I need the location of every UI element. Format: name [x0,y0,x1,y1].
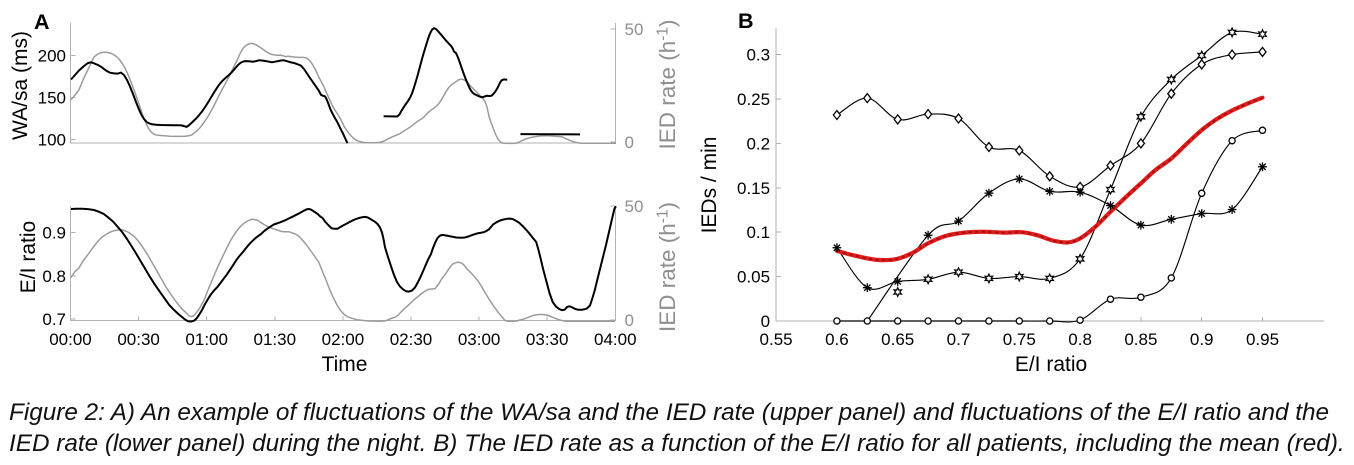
svg-text:0.3: 0.3 [746,46,770,65]
svg-text:Time: Time [322,353,368,376]
svg-text:04:00: 04:00 [594,330,637,349]
svg-text:0.9: 0.9 [1190,330,1214,349]
svg-text:0.15: 0.15 [737,179,770,198]
svg-text:IEDs / min: IEDs / min [698,137,721,234]
svg-text:01:30: 01:30 [254,330,297,349]
svg-text:0.2: 0.2 [746,134,770,153]
svg-text:0.9: 0.9 [42,224,66,243]
svg-text:0.05: 0.05 [737,268,770,287]
svg-text:0.65: 0.65 [881,330,914,349]
svg-text:0.25: 0.25 [737,90,770,109]
svg-text:00:30: 00:30 [117,330,160,349]
svg-text:00:00: 00:00 [49,330,92,349]
svg-text:03:30: 03:30 [526,330,569,349]
svg-text:50: 50 [625,197,644,216]
svg-text:0: 0 [761,312,770,331]
svg-text:50: 50 [625,20,644,39]
svg-text:100: 100 [38,131,66,150]
svg-text:A: A [34,10,50,34]
svg-text:200: 200 [38,47,66,66]
svg-text:WA/sa (ms): WA/sa (ms) [9,31,32,140]
svg-text:IED rate (h-1): IED rate (h-1) [655,19,681,149]
svg-text:0: 0 [625,311,634,330]
svg-text:0.85: 0.85 [1124,330,1157,349]
svg-text:150: 150 [38,89,66,108]
svg-text:B: B [738,9,754,33]
svg-text:02:30: 02:30 [390,330,433,349]
svg-text:0.55: 0.55 [760,330,793,349]
svg-text:01:00: 01:00 [185,330,228,349]
svg-text:02:00: 02:00 [322,330,365,349]
svg-text:0.75: 0.75 [1003,330,1036,349]
svg-text:0: 0 [625,133,634,152]
svg-text:0.7: 0.7 [42,310,66,329]
svg-text:E/I ratio: E/I ratio [17,221,40,293]
svg-text:IED rate (h-1): IED rate (h-1) [655,202,681,332]
svg-text:E/I ratio: E/I ratio [1015,353,1087,376]
svg-text:03:00: 03:00 [458,330,501,349]
svg-text:0.95: 0.95 [1246,330,1279,349]
svg-text:0.1: 0.1 [746,223,770,242]
svg-text:0.7: 0.7 [947,330,971,349]
svg-text:0.8: 0.8 [42,267,66,286]
svg-text:0.8: 0.8 [1068,330,1092,349]
svg-text:0.6: 0.6 [825,330,849,349]
